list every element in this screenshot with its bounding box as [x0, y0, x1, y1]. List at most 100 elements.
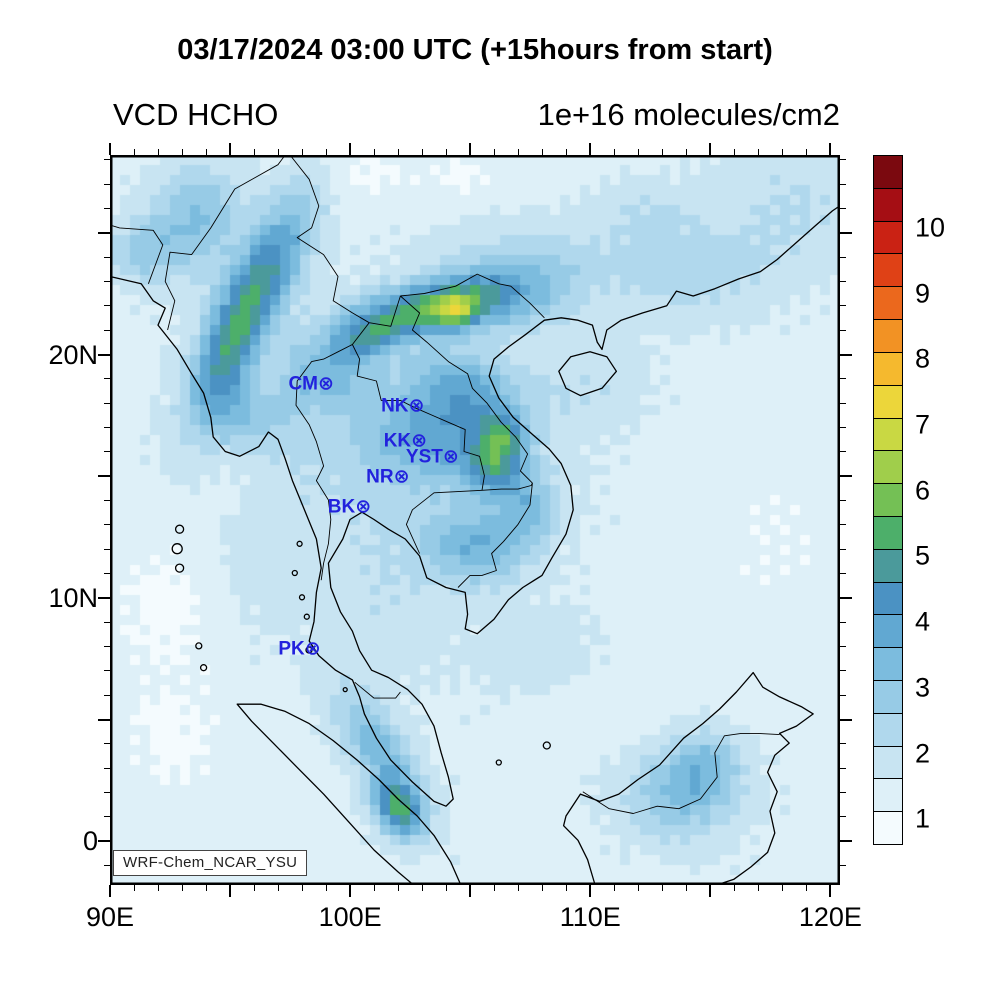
units-title: 1e+16 molecules/cm2	[537, 97, 840, 132]
colorbar-cell	[874, 221, 902, 255]
tick-mark	[840, 792, 846, 794]
tick-mark	[229, 143, 232, 155]
border-thailand-cambodia	[405, 489, 483, 554]
colorbar-cell	[874, 615, 902, 649]
tick-mark	[517, 885, 519, 891]
tick-mark	[104, 427, 110, 429]
coastline-overlay	[110, 155, 840, 885]
tick-mark	[840, 451, 846, 453]
tick-mark	[469, 885, 472, 897]
tick-mark	[840, 694, 846, 696]
tick-mark	[229, 885, 232, 897]
tick-mark	[253, 885, 255, 891]
sumatra-coast	[236, 703, 462, 885]
border-bangladesh-myanmar	[164, 155, 286, 331]
model-label: WRF-Chem_NCAR_YSU	[113, 850, 308, 876]
tick-mark	[421, 149, 423, 155]
tick-mark	[104, 670, 110, 672]
colorbar-tick-label: 8	[915, 343, 931, 374]
tick-mark	[109, 143, 111, 155]
tick-mark	[840, 596, 852, 599]
tick-mark	[493, 885, 495, 891]
colorbar-tick-label: 3	[915, 672, 931, 703]
tick-mark	[565, 885, 567, 891]
colorbar-cell	[874, 156, 902, 189]
border-india-bangladesh	[110, 224, 164, 284]
tick-mark	[840, 208, 846, 210]
tick-mark	[840, 548, 846, 550]
station-marker-kk: KK⊗	[383, 430, 428, 452]
tick-mark	[104, 743, 110, 745]
tick-mark	[104, 548, 110, 550]
tick-mark	[104, 792, 110, 794]
colorbar-cell	[874, 254, 902, 288]
tick-mark	[397, 885, 399, 891]
tick-mark	[840, 329, 846, 331]
tick-mark	[840, 402, 846, 404]
colorbar-cell	[874, 779, 902, 813]
tick-mark	[541, 885, 543, 891]
tick-mark	[469, 143, 472, 155]
station-marker-bk: BK⊗	[327, 496, 372, 518]
colorbar-cell	[874, 681, 902, 714]
tick-mark	[840, 305, 846, 307]
tick-mark	[98, 840, 110, 843]
tick-mark	[104, 256, 110, 258]
tick-mark	[840, 500, 846, 502]
colorbar-cell	[874, 352, 902, 386]
tick-mark	[397, 149, 399, 155]
colorbar-cell	[874, 648, 902, 681]
border-china-vietnam	[400, 273, 545, 319]
tick-mark	[277, 149, 279, 155]
tick-mark	[109, 885, 111, 897]
tick-mark	[98, 596, 110, 599]
anambas-island	[495, 759, 502, 766]
andaman-island	[174, 563, 185, 573]
tick-mark	[205, 149, 207, 155]
tick-mark	[157, 885, 159, 891]
tick-mark	[325, 885, 327, 891]
tick-mark	[840, 378, 846, 380]
border-myanmar-laos	[352, 322, 370, 345]
tick-mark	[181, 149, 183, 155]
tick-mark	[709, 885, 712, 897]
colorbar-cell	[874, 484, 902, 517]
tick-mark	[840, 840, 852, 843]
tick-mark	[181, 885, 183, 891]
tick-mark	[133, 149, 135, 155]
tick-mark	[613, 885, 615, 891]
border-china-laos	[369, 295, 401, 327]
coastlines	[110, 205, 840, 885]
tick-mark	[829, 143, 832, 155]
tick-mark	[98, 718, 110, 721]
variable-title: VCD HCHO	[113, 97, 279, 132]
tick-mark	[104, 402, 110, 404]
tick-mark	[805, 885, 807, 891]
tick-mark	[685, 149, 687, 155]
tick-mark	[349, 885, 352, 897]
tick-mark	[805, 149, 807, 155]
tick-mark	[829, 885, 832, 897]
station-marker-cm: CM⊗	[288, 373, 334, 395]
tick-mark	[104, 816, 110, 818]
country-borders	[110, 155, 780, 814]
tick-mark	[840, 646, 846, 648]
border-laos-vietnam	[400, 295, 533, 484]
colorbar-cell	[874, 188, 902, 222]
border-thailand-myanmar	[295, 344, 353, 581]
andaman-island	[174, 524, 185, 534]
colorbar-cell	[874, 418, 902, 452]
colorbar-cell	[874, 812, 902, 845]
tick-mark	[733, 149, 735, 155]
tick-mark	[840, 159, 846, 161]
border-thailand-laos-mekong	[351, 344, 485, 491]
tick-mark	[781, 885, 783, 891]
tick-mark	[349, 143, 352, 155]
station-marker-pk: PK⊗	[278, 638, 321, 660]
nicobar-island	[199, 664, 208, 672]
tick-mark	[104, 573, 110, 575]
figure-title: 03/17/2024 03:00 UTC (+15hours from star…	[177, 34, 773, 66]
tick-mark	[445, 149, 447, 155]
tick-mark	[133, 885, 135, 891]
